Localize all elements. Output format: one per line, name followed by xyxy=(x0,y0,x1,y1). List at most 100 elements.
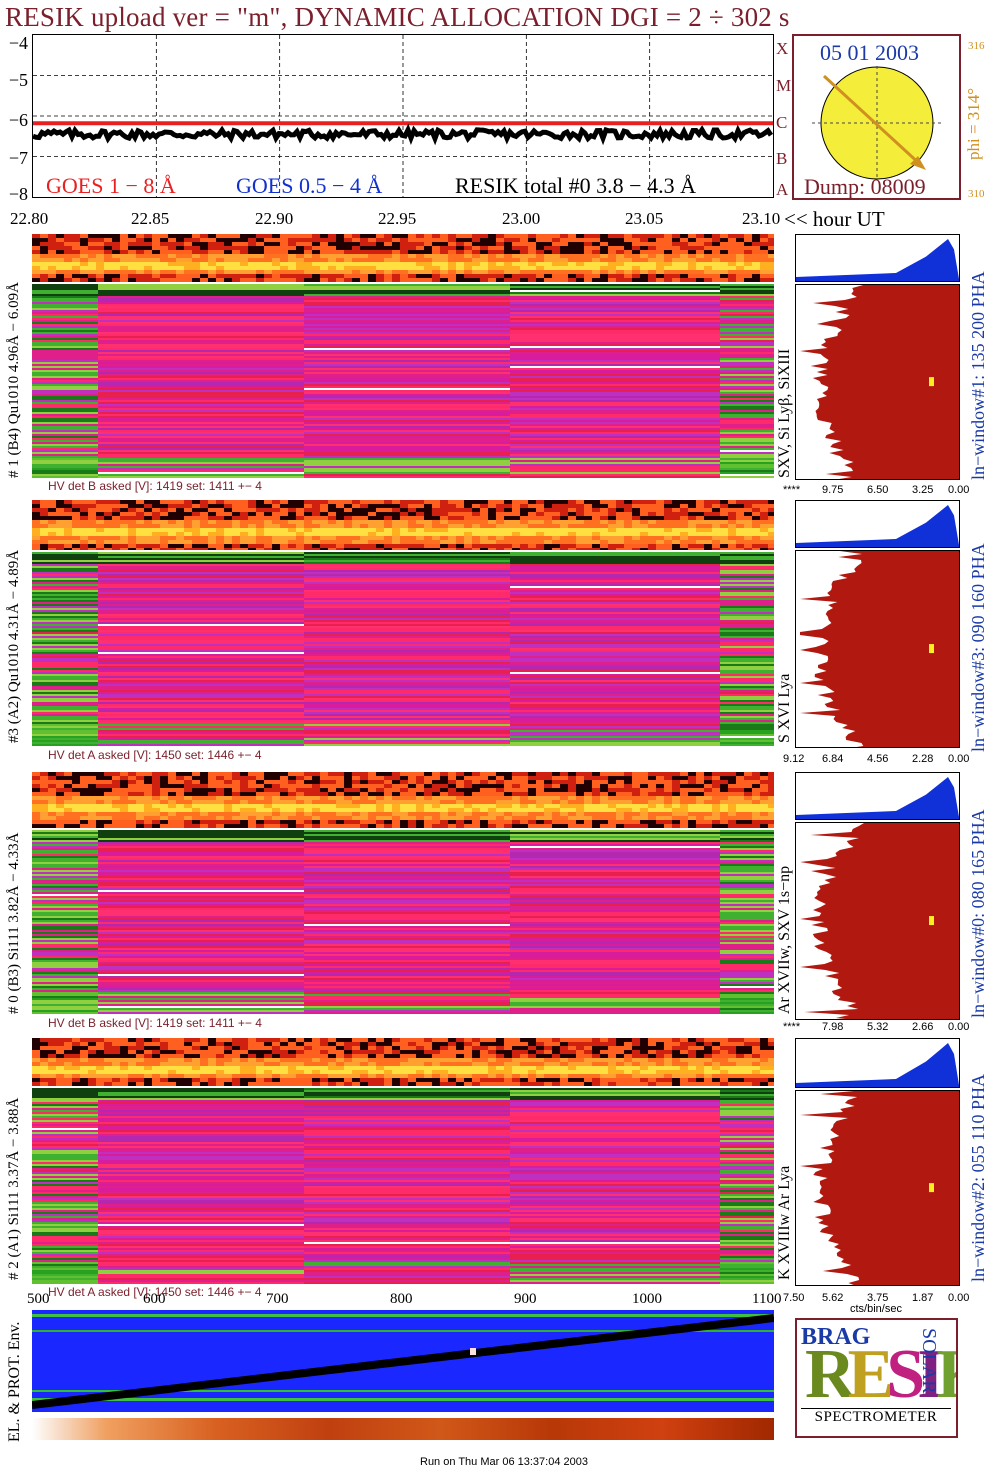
strip-cell xyxy=(200,524,208,528)
spectrum-row xyxy=(98,994,304,996)
strip-cell xyxy=(632,820,640,824)
strip-cell xyxy=(88,812,96,816)
strip-cell xyxy=(680,508,688,512)
strip-cell xyxy=(464,250,472,254)
strip-cell xyxy=(496,246,504,250)
strip-cell xyxy=(176,816,184,820)
strip-cell xyxy=(544,796,552,800)
strip-cell xyxy=(64,246,72,250)
strip-cell xyxy=(88,780,96,784)
spectrum-row xyxy=(720,730,774,732)
strip-cell xyxy=(712,500,720,504)
strip-cell xyxy=(240,262,248,266)
strip-cell xyxy=(440,536,448,540)
strip-cell xyxy=(472,270,480,274)
strip-cell xyxy=(304,238,312,242)
strip-cell xyxy=(720,780,728,784)
strip-cell xyxy=(488,234,496,238)
strip-cell xyxy=(408,234,416,238)
strip-cell xyxy=(656,500,664,504)
spectrum-row xyxy=(32,570,98,572)
spectrum-row xyxy=(32,874,98,876)
strip-cell xyxy=(32,536,40,540)
strip-cell xyxy=(288,246,296,250)
strip-cell xyxy=(280,788,288,792)
strip-cell xyxy=(656,800,664,804)
strip-cell xyxy=(504,792,512,796)
strip-cell xyxy=(520,808,528,812)
strip-cell xyxy=(568,508,576,512)
strip-cell xyxy=(336,772,344,776)
strip-cell xyxy=(592,238,600,242)
spectrum-row xyxy=(304,708,510,710)
strip-cell xyxy=(744,508,752,512)
strip-cell xyxy=(432,792,440,796)
strip-cell xyxy=(120,274,128,278)
spectrum-row xyxy=(510,670,720,672)
strip-cell xyxy=(608,784,616,788)
spectrum-row xyxy=(304,358,510,360)
strip-cell xyxy=(672,528,680,532)
strip-cell xyxy=(488,274,496,278)
spectrum-row xyxy=(720,422,774,424)
strip-cell xyxy=(752,270,760,274)
strip-cell xyxy=(408,796,416,800)
strip-cell xyxy=(152,246,160,250)
strip-cell xyxy=(552,266,560,270)
strip-cell xyxy=(512,792,520,796)
spectrum-row xyxy=(304,306,510,308)
spectrum-row xyxy=(510,668,720,670)
spectrum-row xyxy=(98,902,304,904)
strip-cell xyxy=(112,258,120,262)
strip-cell xyxy=(280,548,288,552)
spectrum-row xyxy=(32,614,98,616)
strip-cell xyxy=(40,812,48,816)
strip-cell xyxy=(704,278,712,282)
strip-cell xyxy=(280,816,288,820)
strip-cell xyxy=(744,262,752,266)
strip-cell xyxy=(192,528,200,532)
strip-cell xyxy=(456,796,464,800)
strip-cell xyxy=(448,270,456,274)
spectrum-row xyxy=(304,836,510,838)
strip-cell xyxy=(688,536,696,540)
strip-cell xyxy=(360,540,368,544)
strip-cell xyxy=(656,788,664,792)
strip-cell xyxy=(552,548,560,552)
strip-cell xyxy=(208,504,216,508)
strip-cell xyxy=(600,246,608,250)
strip-cell xyxy=(144,520,152,524)
strip-cell xyxy=(96,516,104,520)
pha-histogram-small-svg xyxy=(796,505,959,547)
spectrum-row xyxy=(720,622,774,624)
strip-cell xyxy=(328,544,336,548)
spectrum-row xyxy=(32,394,98,396)
strip-cell xyxy=(640,270,648,274)
strip-cell xyxy=(240,266,248,270)
strip-cell xyxy=(312,258,320,262)
strip-cell xyxy=(136,258,144,262)
strip-cell xyxy=(416,266,424,270)
spectrum-row xyxy=(32,596,98,598)
strip-cell xyxy=(520,274,528,278)
spectrum-row xyxy=(98,958,304,960)
strip-cell xyxy=(504,500,512,504)
strip-cell xyxy=(104,242,112,246)
strip-cell xyxy=(672,772,680,776)
strip-cell xyxy=(88,254,96,258)
strip-cell xyxy=(720,234,728,238)
spectrum-row xyxy=(510,694,720,696)
strip-cell xyxy=(88,792,96,796)
spectrum-row xyxy=(32,474,98,476)
strip-cell xyxy=(192,524,200,528)
spectrum-row xyxy=(32,864,98,866)
strip-cell xyxy=(208,238,216,242)
strip-cell xyxy=(56,784,64,788)
flare-class-scale: X M C B A xyxy=(776,30,791,203)
strip-cell xyxy=(416,234,424,238)
strip-cell xyxy=(400,254,408,258)
strip-cell xyxy=(56,234,64,238)
spectrum-row xyxy=(98,416,304,418)
spectrum-row xyxy=(98,616,304,618)
spectrum-row xyxy=(304,934,510,936)
